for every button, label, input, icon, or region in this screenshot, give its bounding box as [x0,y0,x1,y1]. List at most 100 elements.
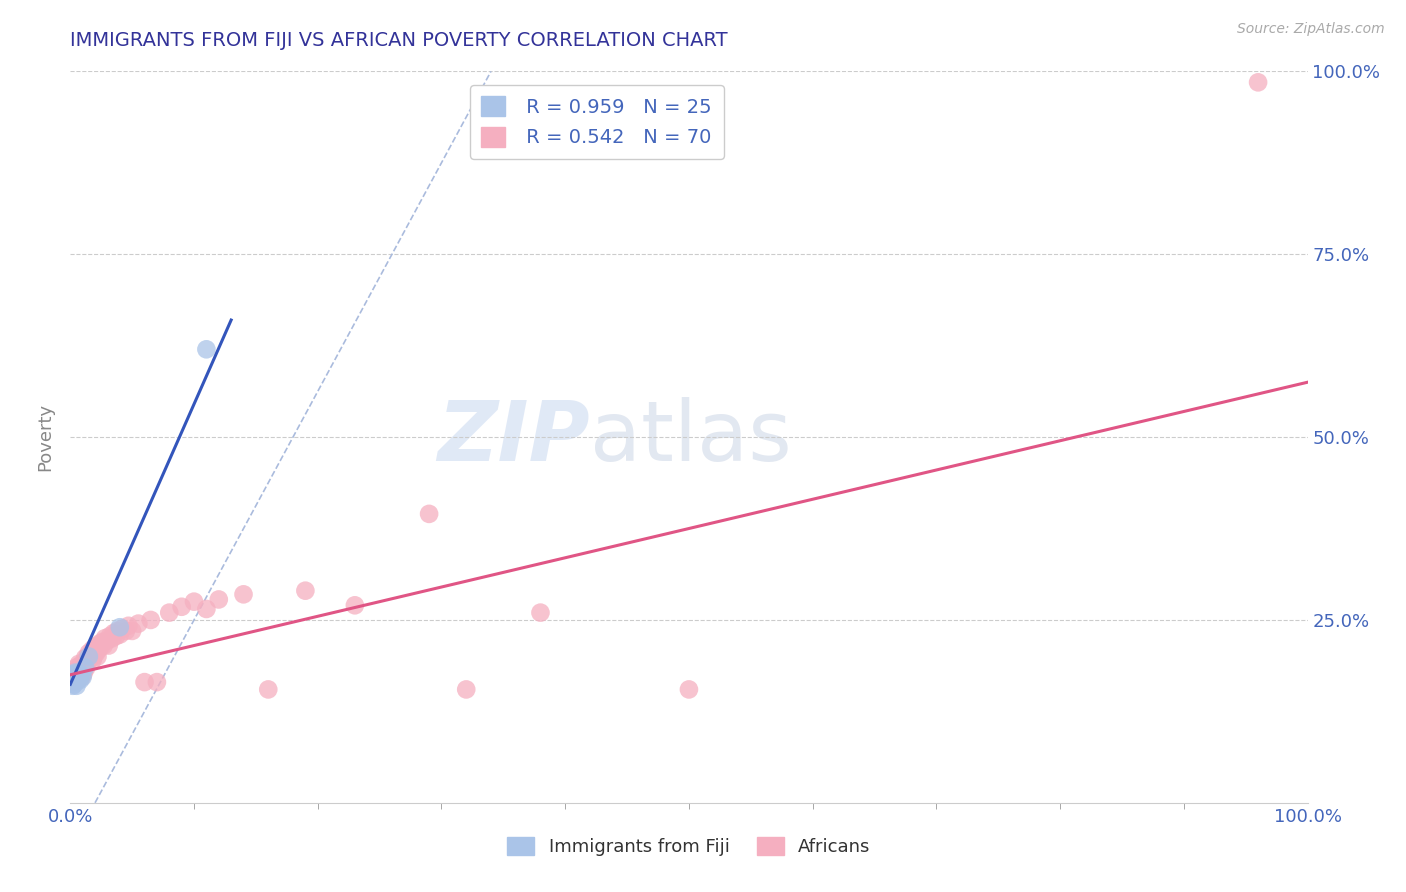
Point [63,675,86,690]
Point [86,639,108,653]
Point [69,673,91,687]
Point [76,649,98,664]
Point [117,619,139,633]
Point [343,599,366,613]
Point [257,682,280,697]
Point [66,665,89,680]
Point [101,632,124,646]
Point [67,672,90,686]
Point [294,583,316,598]
Point [121,624,143,638]
Point [84,646,107,660]
Point [70,667,93,681]
Point [62,672,84,686]
Point [195,343,218,357]
Point [84,642,107,657]
Point [89,636,111,650]
Point [127,616,149,631]
Point [65,667,87,681]
Point [65,673,87,687]
Point [134,675,156,690]
Point [418,507,440,521]
Point [90,639,112,653]
Point [63,677,86,691]
Text: IMMIGRANTS FROM FIJI VS AFRICAN POVERTY CORRELATION CHART: IMMIGRANTS FROM FIJI VS AFRICAN POVERTY … [70,31,728,50]
Point [67,664,90,678]
Point [157,606,180,620]
Text: atlas: atlas [591,397,792,477]
Point [1247,75,1270,89]
Point [60,675,83,690]
Point [65,673,87,687]
Y-axis label: Poverty: Poverty [37,403,55,471]
Point [183,594,205,608]
Point [105,629,128,643]
Point [80,646,103,660]
Point [72,667,94,681]
Point [66,667,89,681]
Point [105,624,128,638]
Point [73,665,96,680]
Point [75,651,97,665]
Point [63,673,86,687]
Point [60,667,83,681]
Point [70,663,93,677]
Point [91,635,114,649]
Point [63,670,86,684]
Point [69,658,91,673]
Legend: Immigrants from Fiji, Africans: Immigrants from Fiji, Africans [501,830,877,863]
Point [63,667,86,681]
Point [108,620,131,634]
Point [98,629,121,643]
Point [65,670,87,684]
Point [97,639,120,653]
Point [83,649,105,664]
Point [170,599,193,614]
Point [65,679,87,693]
Point [86,649,108,664]
Point [87,642,110,657]
Point [62,679,84,693]
Point [75,660,97,674]
Point [529,606,551,620]
Point [65,675,87,690]
Point [77,646,100,660]
Point [77,649,100,664]
Point [62,667,84,681]
Point [67,657,90,671]
Point [208,592,231,607]
Point [66,673,89,687]
Point [79,649,101,664]
Point [678,682,700,697]
Point [65,660,87,674]
Point [94,632,117,646]
Point [77,653,100,667]
Point [93,639,115,653]
Point [66,673,89,687]
Text: Source: ZipAtlas.com: Source: ZipAtlas.com [1237,22,1385,37]
Point [75,653,97,667]
Point [146,675,169,690]
Point [103,626,125,640]
Point [82,642,104,657]
Text: ZIP: ZIP [437,397,591,477]
Point [111,622,134,636]
Point [75,660,97,674]
Point [72,670,94,684]
Point [65,672,87,686]
Point [96,633,118,648]
Point [82,653,104,667]
Point [65,664,87,678]
Point [69,665,91,680]
Point [67,665,90,680]
Point [456,682,478,697]
Point [232,587,254,601]
Point [75,657,97,671]
Point [195,602,218,616]
Point [70,670,93,684]
Point [139,613,162,627]
Point [73,658,96,673]
Point [72,660,94,674]
Point [65,665,87,680]
Point [108,627,131,641]
